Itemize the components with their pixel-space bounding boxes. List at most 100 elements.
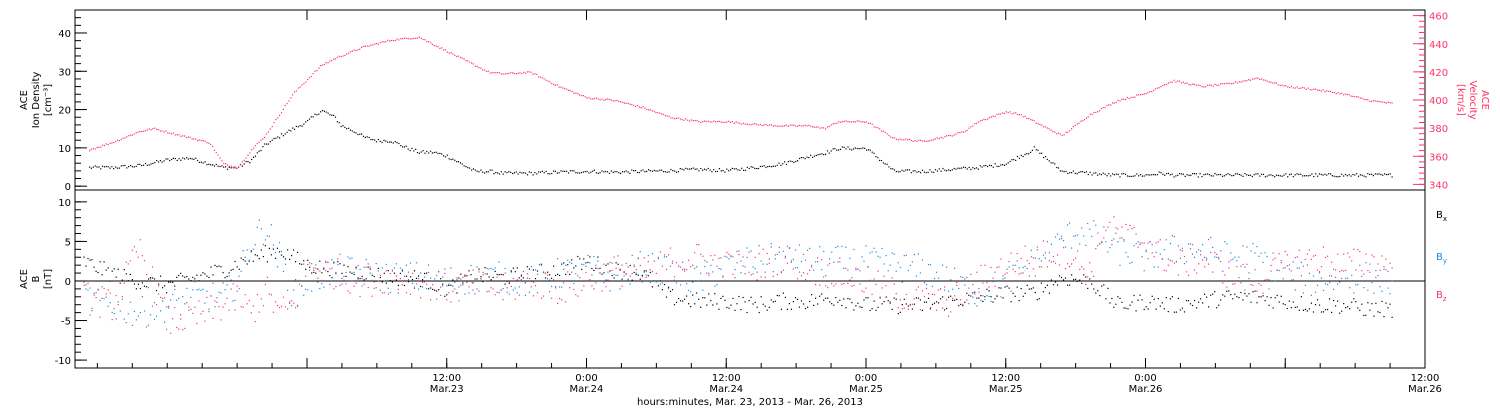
bx-point [1347, 306, 1349, 308]
velocity-point [996, 113, 998, 115]
by-point [1329, 281, 1331, 284]
bz-point [998, 266, 1000, 268]
bz-point [250, 312, 252, 314]
ion-density-point [853, 148, 855, 150]
ion-density-axis-title: ACE Ion Density [cm⁻³] [19, 72, 54, 129]
ion-density-point [1037, 149, 1039, 151]
ion-density-point [502, 173, 504, 175]
velocity-point [301, 84, 303, 86]
velocity-point [1201, 86, 1203, 88]
bx-point [502, 274, 504, 276]
velocity-point [456, 55, 458, 58]
velocity-point [413, 37, 415, 39]
ion-density-point [92, 166, 94, 168]
bx-point [1284, 304, 1286, 306]
by-point [93, 292, 95, 294]
by-point [278, 242, 281, 244]
velocity-point [746, 123, 748, 125]
bx-point [559, 274, 561, 277]
velocity-point [1300, 87, 1302, 89]
bz-point [125, 261, 127, 263]
bz-point [1123, 239, 1125, 241]
ion-density-point [154, 162, 156, 164]
ion-density-point [728, 170, 730, 172]
ion-density-point [1156, 174, 1158, 176]
bx-point [809, 300, 811, 303]
velocity-point [653, 110, 655, 113]
ion-density-point [342, 125, 344, 127]
b-title-line3: [nT] [43, 269, 54, 289]
by-point [145, 326, 148, 328]
bz-point [772, 275, 774, 278]
by-point [309, 269, 311, 271]
by-point [1073, 235, 1075, 237]
bz-point [434, 289, 436, 291]
bx-point [301, 263, 303, 265]
by-point [117, 301, 119, 303]
bx-point [143, 285, 146, 287]
bx-point [1012, 292, 1014, 294]
ion-density-point [873, 152, 875, 154]
ion-density-point [1220, 173, 1222, 176]
velocity-point [1354, 96, 1356, 98]
bx-point [204, 273, 206, 275]
velocity-point [821, 127, 823, 129]
by-point [925, 283, 928, 286]
ion-density-point [484, 172, 486, 174]
velocity-tick-label: 440 [1429, 40, 1448, 51]
bx-point [486, 273, 488, 275]
bz-point [103, 287, 105, 290]
bx-point [875, 309, 877, 311]
by-point [325, 270, 327, 272]
by-point [569, 261, 571, 263]
velocity-point [1274, 82, 1276, 84]
bz-point [821, 259, 823, 261]
bz-point [589, 279, 591, 281]
velocity-point [774, 125, 776, 127]
ion-density-point [482, 171, 484, 173]
by-point [293, 289, 295, 291]
bx-point [373, 275, 375, 278]
ion-density-point [592, 170, 594, 172]
bx-point [1018, 300, 1020, 302]
ion-density-point [444, 156, 447, 158]
by-point [1324, 283, 1327, 285]
by-point [174, 288, 176, 291]
bx-point [663, 283, 666, 286]
by-point [716, 284, 718, 286]
bz-point [855, 267, 857, 269]
bx-point [1294, 306, 1296, 308]
velocity-point [506, 72, 508, 75]
velocity-point [1106, 104, 1108, 107]
bz-point [931, 293, 934, 295]
ion-density-point [823, 154, 825, 156]
velocity-point [772, 125, 774, 127]
ion-density-point [308, 118, 311, 120]
by-point [1117, 241, 1119, 243]
velocity-point [1240, 81, 1242, 83]
velocity-point [489, 72, 491, 74]
ion-density-point [972, 167, 974, 169]
by-point [1121, 237, 1123, 239]
bx-point [1296, 306, 1298, 308]
velocity-point [523, 71, 525, 73]
velocity-point [860, 121, 862, 123]
velocity-point [1091, 113, 1093, 115]
ion-density-point [1143, 175, 1145, 177]
velocity-point [566, 88, 568, 90]
bx-point [1363, 314, 1365, 317]
velocity-point [934, 138, 937, 140]
velocity-point [782, 125, 784, 127]
velocity-point [730, 121, 732, 123]
bz-point [129, 260, 131, 262]
bx-point [228, 272, 230, 274]
bz-point [145, 274, 148, 276]
bz-point [89, 314, 91, 316]
by-point [1177, 245, 1179, 247]
ion-density-point [977, 168, 979, 170]
bz-point [264, 283, 266, 286]
bz-point [877, 270, 879, 272]
ion-density-point [1208, 174, 1211, 176]
velocity-point [690, 119, 692, 121]
velocity-axis-title: ACE Velocity [km/s] [1455, 80, 1490, 119]
